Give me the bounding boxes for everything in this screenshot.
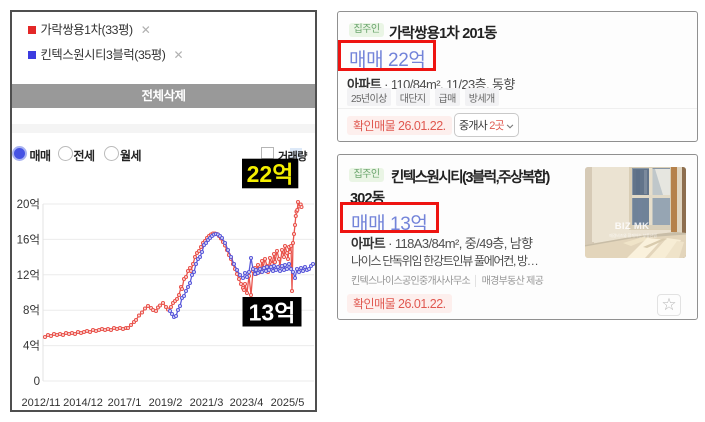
svg-text:2014/12: 2014/12 bbox=[63, 397, 103, 409]
svg-text:매경비즈와 함께하는 부동산앱: 매경비즈와 함께하는 부동산앱 bbox=[609, 233, 657, 238]
svg-text:2021/3: 2021/3 bbox=[190, 397, 224, 409]
svg-text:22억: 22억 bbox=[247, 161, 294, 187]
svg-text:2019/2: 2019/2 bbox=[149, 397, 183, 409]
svg-text:4억: 4억 bbox=[23, 340, 40, 353]
svg-text:2017/1: 2017/1 bbox=[108, 397, 142, 409]
svg-text:0: 0 bbox=[34, 376, 40, 388]
svg-text:2012/11: 2012/11 bbox=[22, 397, 61, 409]
svg-text:8억: 8억 bbox=[23, 304, 40, 317]
svg-text:16억: 16억 bbox=[17, 233, 40, 246]
svg-text:2025/5: 2025/5 bbox=[271, 397, 305, 409]
svg-text:13억: 13억 bbox=[249, 300, 296, 326]
svg-text:BIZ MK: BIZ MK bbox=[615, 221, 650, 232]
svg-text:2023/4: 2023/4 bbox=[230, 397, 264, 409]
svg-text:12억: 12억 bbox=[17, 269, 40, 282]
svg-text:20억: 20억 bbox=[17, 198, 40, 211]
